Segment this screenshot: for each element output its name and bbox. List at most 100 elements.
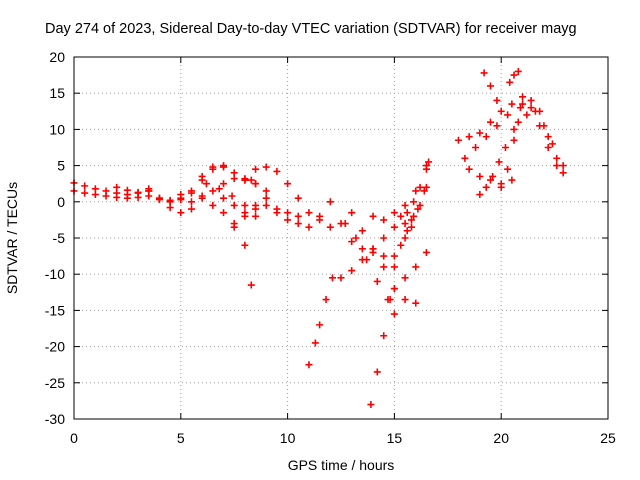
series-track-19 — [369, 165, 430, 224]
data-point — [380, 252, 388, 260]
data-point — [397, 241, 405, 249]
series-track-28 — [480, 69, 501, 104]
series-track-29 — [497, 104, 524, 191]
data-point — [247, 281, 255, 289]
data-point — [220, 209, 228, 217]
series-track-24 — [454, 100, 516, 144]
data-point — [519, 100, 527, 108]
data-point — [412, 187, 420, 195]
data-point — [373, 277, 381, 285]
data-point — [198, 172, 206, 180]
data-point — [553, 154, 561, 162]
data-point — [252, 212, 260, 220]
data-point — [358, 245, 366, 253]
y-axis-label: SDTVAR / TECUs — [4, 182, 20, 294]
data-point — [480, 69, 488, 77]
data-point — [363, 256, 371, 264]
x-tick-label: 20 — [493, 430, 509, 446]
series-track-12 — [305, 321, 324, 369]
data-point — [401, 274, 409, 282]
data-point — [390, 263, 398, 271]
x-tick-label: 15 — [387, 430, 403, 446]
data-point — [476, 172, 484, 180]
y-tick-label: -20 — [45, 339, 65, 355]
data-point — [326, 223, 334, 231]
data-point — [341, 220, 349, 228]
data-point — [523, 111, 531, 119]
data-point — [461, 154, 469, 162]
y-tick-label: 10 — [49, 121, 65, 137]
data-point — [410, 198, 418, 206]
series-track-33 — [514, 107, 556, 148]
data-point — [559, 169, 567, 177]
data-point — [113, 183, 121, 191]
data-point — [230, 220, 238, 228]
series-track-32 — [519, 93, 567, 177]
data-point — [294, 194, 302, 202]
data-point — [311, 339, 319, 347]
data-point — [465, 165, 473, 173]
data-point — [401, 296, 409, 304]
data-point — [504, 165, 512, 173]
data-point — [465, 133, 473, 141]
data-point — [241, 212, 249, 220]
data-point — [476, 129, 484, 137]
data-point — [187, 189, 195, 197]
data-point — [482, 133, 490, 141]
data-point — [514, 118, 522, 126]
data-point — [123, 194, 131, 202]
y-tick-label: -25 — [45, 375, 65, 391]
data-point — [91, 191, 99, 199]
data-point — [420, 187, 428, 195]
data-point — [493, 96, 501, 104]
data-point — [544, 144, 552, 151]
data-point — [369, 245, 377, 253]
series-track-30 — [506, 67, 522, 86]
data-point — [412, 299, 420, 307]
series-track-27 — [476, 144, 509, 199]
data-point — [407, 216, 415, 224]
data-point — [510, 125, 518, 133]
data-point — [527, 96, 535, 104]
data-point — [422, 248, 430, 256]
data-point — [81, 182, 89, 190]
series-track-11 — [241, 163, 334, 231]
x-axis-label: GPS time / hours — [288, 457, 395, 473]
data-point — [209, 163, 217, 171]
y-tick-label: -10 — [45, 266, 65, 282]
data-point — [416, 183, 424, 191]
data-point — [559, 162, 567, 170]
data-point — [230, 201, 238, 209]
data-point — [241, 176, 249, 184]
data-point — [305, 361, 313, 369]
data-point — [209, 201, 217, 209]
data-point — [358, 227, 366, 235]
grid-lines — [74, 57, 608, 419]
data-point — [412, 263, 420, 271]
data-point — [367, 401, 375, 409]
data-point — [514, 67, 522, 75]
data-point — [187, 205, 195, 213]
data-point — [397, 212, 405, 220]
series-track-21 — [397, 162, 430, 220]
chart-title: Day 274 of 2023, Sidereal Day-to-day VTE… — [45, 21, 577, 37]
data-point — [487, 82, 495, 90]
data-point — [380, 263, 388, 271]
data-point — [177, 194, 185, 202]
data-point — [348, 267, 356, 275]
series-track-10 — [230, 194, 324, 231]
data-point — [510, 136, 518, 144]
data-point — [284, 209, 292, 217]
series-track-04 — [145, 163, 228, 204]
y-tick-label: -5 — [53, 230, 66, 246]
data-point — [209, 187, 217, 195]
y-tick-label: 20 — [49, 49, 65, 65]
data-point — [220, 180, 228, 188]
x-axis-ticks: 0 5 10 15 20 25 — [70, 57, 616, 446]
data-point — [81, 189, 89, 197]
data-point — [506, 78, 514, 86]
data-point — [403, 209, 411, 217]
data-point — [294, 220, 302, 228]
data-point — [386, 296, 394, 304]
data-point — [328, 274, 336, 282]
